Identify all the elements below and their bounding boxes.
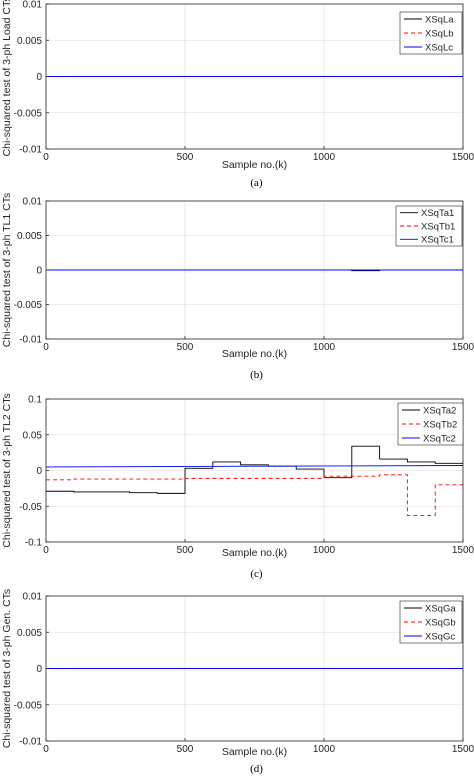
x-tick-label: 1500 [452, 342, 474, 353]
legend-label: XSqGb [425, 617, 456, 628]
legend-label: XSqGa [425, 603, 456, 614]
legend-label: XSqTb1 [421, 221, 455, 232]
x-tick-label: 500 [177, 342, 194, 353]
legend-label: XSqTc2 [423, 433, 456, 444]
x-axis-label: Sample no.(k) [222, 746, 287, 758]
y-tick-label: 0.1 [28, 395, 42, 406]
x-tick-label: 500 [177, 152, 194, 163]
x-tick-label: 0 [43, 545, 49, 556]
x-tick-label: 1000 [313, 152, 336, 163]
chart-d: 0 500 1000 1500 0.01 0.005 0 -0.005 -0.01 Sample … [1, 589, 474, 775]
series-line-xsqtb2 [46, 474, 463, 516]
y-tick-label: 0.01 [23, 592, 43, 603]
y-tick-label: 0 [36, 664, 42, 675]
figure-caption: (a) [250, 177, 263, 189]
x-tick-label: 1500 [452, 744, 474, 755]
y-tick-label: 0.005 [17, 231, 42, 242]
legend-label: XSqTb2 [423, 419, 457, 430]
y-tick-label: -0.05 [19, 502, 42, 513]
x-tick-label: 0 [43, 152, 49, 163]
x-tick-label: 0 [43, 342, 49, 353]
legend-label: XSqTa1 [421, 208, 454, 219]
x-axis-label: Sample no.(k) [222, 348, 287, 360]
y-tick-label: 0.005 [17, 628, 42, 639]
series-line-xsqtc2 [46, 465, 463, 468]
y-tick-label: -0.01 [19, 145, 42, 156]
series-line-xsqta2 [46, 445, 463, 494]
y-tick-label: -0.005 [14, 300, 43, 311]
x-tick-label: 500 [177, 545, 194, 556]
y-axis-label: Chi-squared test of 3-ph TL2 CTs [1, 393, 13, 547]
y-tick-label: 0.01 [23, 197, 43, 208]
x-tick-label: 1500 [452, 545, 474, 556]
figure-caption: (b) [250, 369, 263, 381]
legend-label: XSqLb [425, 28, 454, 39]
x-tick-label: 500 [177, 744, 194, 755]
legend-c: XSqTa2 XSqTb2 XSqTc2 [397, 402, 464, 446]
x-tick-label: 1000 [313, 744, 336, 755]
figure-caption: (d) [250, 763, 263, 775]
y-tick-label: -0.01 [19, 737, 42, 748]
x-tick-label: 1500 [452, 152, 474, 163]
y-tick-label: 0 [36, 266, 42, 277]
chart-c: 0 500 1000 1500 0.1 0.05 0 -0.05 -0.1 Sample no.(… [1, 393, 474, 580]
y-tick-label: -0.005 [14, 700, 43, 711]
legend-label: XSqLa [425, 14, 454, 25]
legend-d: XSqGa XSqGb XSqGc [399, 600, 463, 644]
y-tick-label: -0.01 [19, 335, 42, 346]
legend-a: XSqLa XSqLb XSqLc [399, 11, 463, 55]
y-tick-label: 0.01 [23, 0, 43, 11]
y-tick-label: -0.1 [25, 538, 43, 549]
x-axis-label: Sample no.(k) [222, 547, 287, 559]
y-tick-label: 0 [36, 72, 42, 83]
x-tick-label: 1000 [313, 545, 336, 556]
chart-b: 0 500 1000 1500 0.01 0.005 0 -0.005 -0.01 Sample … [1, 193, 474, 381]
figure-caption: (c) [250, 568, 263, 580]
x-tick-label: 1000 [313, 342, 336, 353]
y-tick-label: 0.05 [23, 430, 43, 441]
legend-label: XSqGc [425, 631, 455, 642]
legend-b: XSqTa1 XSqTb1 XSqTc1 [395, 205, 463, 247]
y-axis-label: Chi-squared test of 3-ph Load CTs [1, 0, 13, 156]
legend-label: XSqTa2 [423, 405, 456, 416]
x-tick-label: 0 [43, 744, 49, 755]
y-tick-label: -0.005 [14, 108, 43, 119]
y-tick-label: 0 [36, 466, 42, 477]
y-axis-label: Chi-squared test of 3-ph TL1 CTs [1, 193, 13, 347]
legend-label: XSqTc1 [421, 235, 454, 246]
x-axis-label: Sample no.(k) [222, 159, 287, 171]
y-axis-label: Chi-squared test of 3-ph Gen. CTs [1, 589, 13, 748]
chart-a: 0 500 1000 1500 0.01 0.005 0 -0.005 -0.01 Sample … [1, 0, 474, 189]
y-tick-label: 0.005 [17, 36, 42, 47]
legend-label: XSqLc [425, 42, 453, 53]
